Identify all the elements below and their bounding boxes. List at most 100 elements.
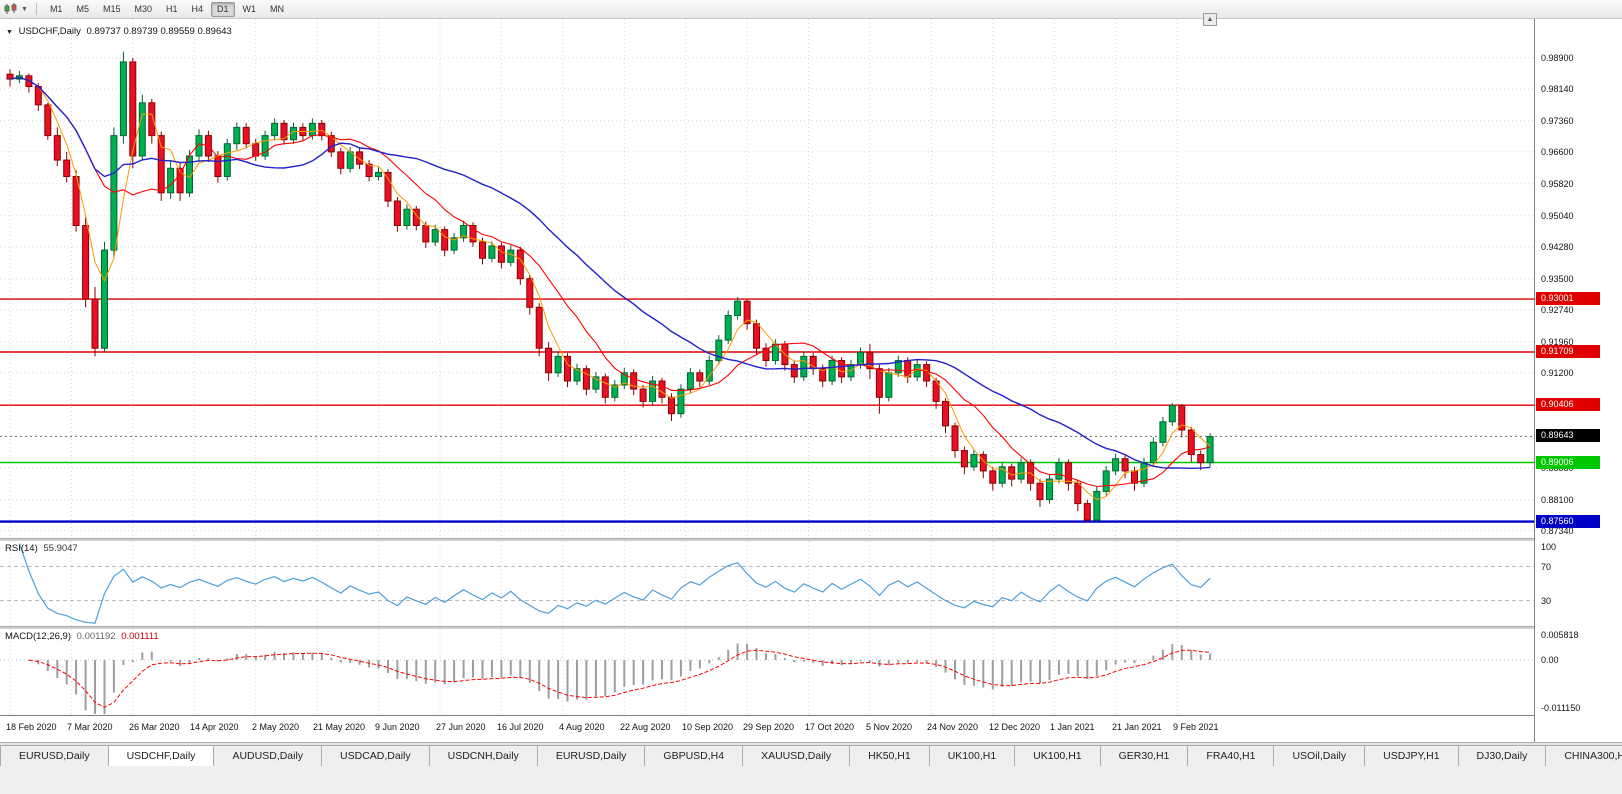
chart-tab[interactable]: GBPUSD,H4 bbox=[644, 745, 744, 766]
chart-tab[interactable]: USOil,Daily bbox=[1273, 745, 1366, 766]
chart-tab[interactable]: FRA40,H1 bbox=[1187, 745, 1275, 766]
date-label: 29 Sep 2020 bbox=[743, 722, 795, 732]
horizontal-levels-layer bbox=[0, 298, 1534, 523]
chart-ohlc-values: 0.89737 0.89739 0.89559 0.89643 bbox=[86, 26, 232, 37]
rsi-title: RSI(14) 55.9047 bbox=[5, 543, 81, 554]
macd-canvas bbox=[0, 629, 1534, 715]
macd-histogram bbox=[27, 643, 1212, 714]
axis-tick-label: 0.87340 bbox=[1541, 526, 1574, 536]
axis-tick-label: 0.96600 bbox=[1541, 147, 1574, 157]
chart-tab-bar: EURUSD,Daily USDCHF,Daily AUDUSD,Daily USDC… bbox=[0, 742, 1622, 766]
date-label: 21 Jan 2021 bbox=[1112, 722, 1162, 732]
date-label: 21 May 2020 bbox=[313, 722, 366, 732]
axis-tick-label: 0.95040 bbox=[1541, 211, 1574, 221]
macd-signal-value: 0.001111 bbox=[121, 631, 159, 642]
macd-main-value: 0.001192 bbox=[76, 631, 116, 642]
timeframe-buttons-group: M1 M5 M15 M30 H1 H4 D1 W1 MN bbox=[43, 1, 291, 17]
chart-title: ▼ USDCHF,Daily 0.89737 0.89739 0.89559 0… bbox=[6, 26, 235, 37]
date-label: 16 Jul 2020 bbox=[497, 722, 544, 732]
price-chart-pane[interactable]: ▼ USDCHF,Daily 0.89737 0.89739 0.89559 0… bbox=[0, 19, 1534, 538]
candlestick-canvas bbox=[0, 19, 1534, 538]
axis-tick-label: 0.97360 bbox=[1541, 116, 1574, 126]
axis-tick-label: 0.005818 bbox=[1541, 630, 1579, 640]
chart-tab[interactable]: UK100,H1 bbox=[928, 745, 1016, 766]
moving-average-line bbox=[9, 76, 1211, 470]
axis-tick-label: 0.91960 bbox=[1541, 337, 1574, 347]
chart-tab[interactable]: USDCHF,Daily bbox=[107, 745, 215, 766]
macd-indicator-pane[interactable]: MACD(12,26,9) 0.001192 0.001111 bbox=[0, 629, 1534, 715]
date-label: 14 Apr 2020 bbox=[190, 722, 239, 732]
chart-tab[interactable]: AUDUSD,Daily bbox=[213, 745, 323, 766]
timeframe-button-w1[interactable]: W1 bbox=[242, 3, 257, 14]
timeframe-button-m30[interactable]: M30 bbox=[134, 3, 152, 14]
axis-tick-label: 0.93500 bbox=[1541, 274, 1574, 284]
moving-average-line bbox=[9, 76, 1211, 488]
chart-type-icon[interactable] bbox=[4, 3, 19, 15]
date-label: 7 Mar 2020 bbox=[67, 722, 113, 732]
date-label: 5 Nov 2020 bbox=[866, 722, 913, 732]
axis-tick-label: 100 bbox=[1541, 542, 1557, 552]
date-label: 1 Jan 2021 bbox=[1050, 722, 1095, 732]
chart-tab[interactable]: CHINA300,H1 bbox=[1545, 745, 1622, 766]
chart-tab[interactable]: EURUSD,Daily bbox=[0, 745, 109, 766]
axis-tick-label: 0.00 bbox=[1541, 655, 1559, 665]
axis-tick-label: 30 bbox=[1541, 596, 1552, 606]
rsi-line bbox=[18, 543, 1211, 624]
axis-tick-label: 0.95820 bbox=[1541, 179, 1574, 189]
date-label: 17 Oct 2020 bbox=[805, 722, 855, 732]
date-label: 27 Jun 2020 bbox=[436, 722, 486, 732]
bottom-strip bbox=[0, 766, 1622, 794]
pane-divider[interactable] bbox=[0, 538, 1622, 541]
axis-tick-label: 0.92740 bbox=[1541, 305, 1574, 315]
price-axis[interactable]: 0.98900 0.98140 0.97360 0.96600 0.95820 0.950… bbox=[1534, 19, 1622, 742]
macd-grid bbox=[0, 629, 1534, 715]
pane-divider[interactable] bbox=[0, 626, 1622, 629]
date-label: 26 Mar 2020 bbox=[129, 722, 180, 732]
axis-tick-label: 0.94280 bbox=[1541, 242, 1574, 252]
date-label: 22 Aug 2020 bbox=[620, 722, 671, 732]
one-click-arrow-icon[interactable]: ▼ bbox=[6, 29, 13, 36]
chart-shift-marker[interactable]: ▲ bbox=[1203, 13, 1217, 26]
axis-tick-label: 0.88100 bbox=[1541, 495, 1574, 505]
timeframe-button-m5[interactable]: M5 bbox=[76, 3, 89, 14]
rsi-canvas bbox=[0, 541, 1534, 626]
axis-tick-label: 0.98140 bbox=[1541, 84, 1574, 94]
date-label: 10 Sep 2020 bbox=[682, 722, 734, 732]
chevron-down-icon[interactable]: ▼ bbox=[21, 5, 28, 13]
chart-tab[interactable]: EURUSD,Daily bbox=[536, 745, 646, 766]
chart-symbol-title: USDCHF,Daily bbox=[18, 26, 81, 37]
timeframe-button-m15[interactable]: M15 bbox=[102, 3, 121, 14]
timeframe-button-m1[interactable]: M1 bbox=[49, 3, 63, 14]
chart-tab[interactable]: UK100,H1 bbox=[1014, 745, 1101, 766]
chart-tab[interactable]: GER30,H1 bbox=[1099, 745, 1189, 766]
axis-tick-label: 0.98900 bbox=[1541, 53, 1574, 63]
chart-tab[interactable]: USDCAD,Daily bbox=[321, 745, 430, 766]
price-badge: 0.89006 bbox=[1536, 456, 1600, 469]
timeframe-button-h1[interactable]: H1 bbox=[166, 3, 178, 14]
price-badge: 0.90406 bbox=[1536, 398, 1600, 411]
date-label: 12 Dec 2020 bbox=[989, 722, 1041, 732]
rsi-indicator-pane[interactable]: RSI(14) 55.9047 bbox=[0, 541, 1534, 626]
chart-tab[interactable]: DJ30,Daily bbox=[1457, 745, 1547, 766]
chart-tab[interactable]: XAUUSD,Daily bbox=[742, 745, 851, 766]
timeframe-button-h4[interactable]: H4 bbox=[191, 3, 204, 14]
grid-layer bbox=[0, 19, 1534, 538]
axis-tick-label: -0.011150 bbox=[1541, 703, 1581, 713]
date-label: 9 Jun 2020 bbox=[375, 722, 420, 732]
time-axis[interactable]: 18 Feb 2020 7 Mar 2020 26 Mar 2020 14 Apr 2… bbox=[0, 715, 1534, 742]
date-label: 18 Feb 2020 bbox=[6, 722, 57, 732]
price-badge: 0.87560 bbox=[1536, 515, 1600, 528]
chart-tab[interactable]: HK50,H1 bbox=[849, 745, 930, 766]
macd-label: MACD(12,26,9) bbox=[5, 631, 71, 642]
date-label: 4 Aug 2020 bbox=[559, 722, 605, 732]
toolbar-separator bbox=[35, 3, 37, 15]
rsi-label: RSI(14) bbox=[5, 543, 38, 554]
chart-tab[interactable]: USDJPY,H1 bbox=[1364, 745, 1459, 766]
chart-tab[interactable]: USDCNH,Daily bbox=[428, 745, 538, 766]
macd-signal-line bbox=[28, 649, 1211, 708]
timeframe-toolbar: ▼ M1 M5 M15 M30 H1 H4 D1 W1 MN bbox=[0, 0, 1622, 19]
timeframe-button-mn[interactable]: MN bbox=[270, 3, 285, 14]
timeframe-button-d1[interactable]: D1 bbox=[211, 1, 235, 17]
date-label: 24 Nov 2020 bbox=[927, 722, 979, 732]
